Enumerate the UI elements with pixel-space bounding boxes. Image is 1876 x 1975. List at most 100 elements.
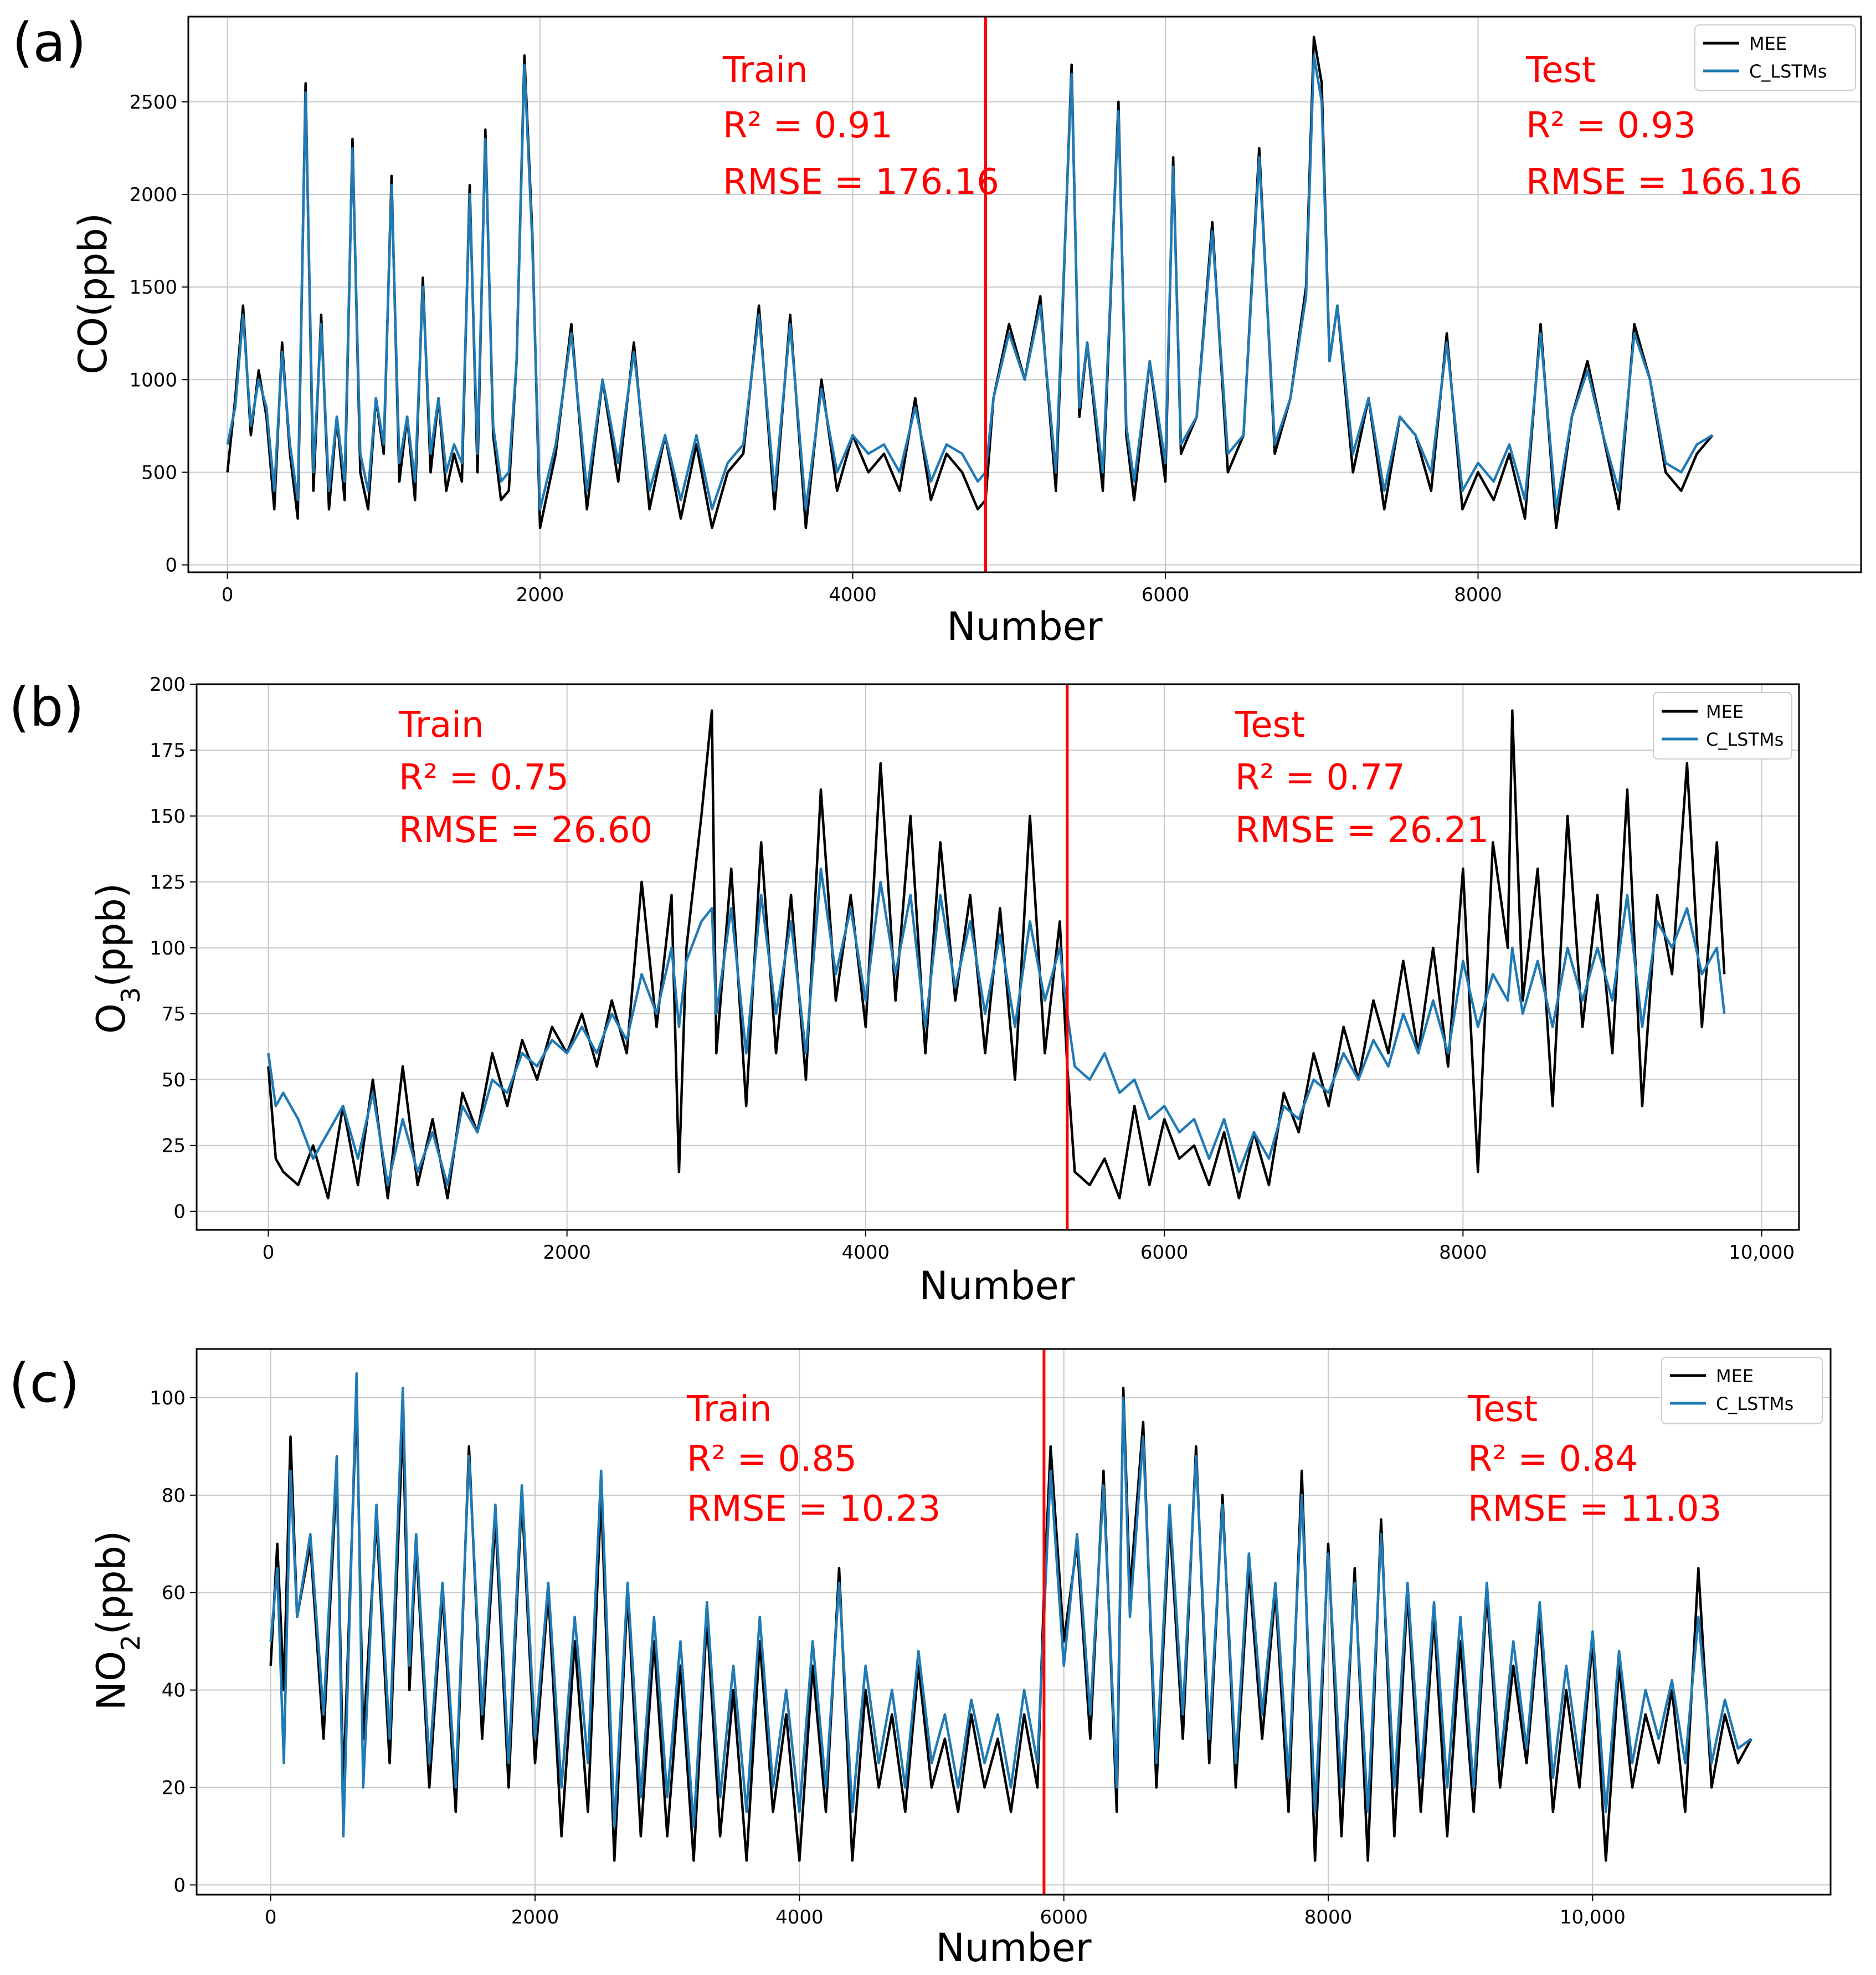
panel-a-legend: MEE C_LSTMs bbox=[1694, 24, 1856, 91]
panel-c-y-tick-label: 0 bbox=[173, 1874, 186, 1896]
panel-c-x-tick-label: 4000 bbox=[775, 1906, 824, 1928]
panel-c-y-tick-label: 40 bbox=[162, 1680, 186, 1702]
panel-c-y-ticks: 0 20 40 60 80 100 bbox=[150, 1387, 197, 1896]
panel-b-test-label: Test bbox=[1235, 705, 1305, 746]
panel-c-y-axis-label-sub: 2 bbox=[116, 1635, 146, 1651]
panel-c-train-label: Train bbox=[686, 1389, 772, 1430]
panel-b-x-tick-label: 6000 bbox=[1140, 1242, 1189, 1264]
panel-b-train-r2: R² = 0.75 bbox=[399, 757, 569, 798]
panel-b-train-rmse: RMSE = 26.60 bbox=[399, 810, 652, 851]
panel-a-train-label: Train bbox=[722, 50, 808, 91]
panel-c-legend: MEE C_LSTMs bbox=[1661, 1357, 1823, 1424]
panel-a-y-axis-label: CO(ppb) bbox=[70, 213, 116, 375]
panel-b-grid bbox=[197, 684, 1799, 1230]
panel-b-test-r2: R² = 0.77 bbox=[1235, 757, 1405, 798]
panel-a-y-tick-label: 2000 bbox=[129, 184, 177, 206]
panel-c-series-c-lstms-line bbox=[269, 1372, 1752, 1838]
panel-c-y-axis-label-main: NO bbox=[89, 1651, 134, 1710]
panel-b-y-axis-label-sub: 3 bbox=[116, 987, 146, 1003]
panel-c-legend-clstm-label: C_LSTMs bbox=[1716, 1393, 1793, 1414]
panel-b-y-tick-label: 100 bbox=[150, 937, 186, 960]
panel-b-y-tick-label: 50 bbox=[162, 1069, 186, 1091]
panel-a-legend-box bbox=[1694, 24, 1856, 91]
panel-c-test-rmse: RMSE = 11.03 bbox=[1468, 1489, 1721, 1530]
panel-c-y-tick-label: 100 bbox=[150, 1387, 186, 1409]
panel-a-y-tick-label: 1500 bbox=[129, 276, 177, 299]
panel-b-series bbox=[267, 709, 1726, 1200]
panel-a-x-ticks: 0 2000 4000 6000 8000 bbox=[222, 572, 1502, 606]
panel-a-legend-clstm-label: C_LSTMs bbox=[1749, 61, 1827, 82]
panel-a-series-c-lstms-line bbox=[226, 54, 1714, 511]
panel-c-test-r2: R² = 0.84 bbox=[1468, 1439, 1638, 1480]
panel-b-y-tick-label: 25 bbox=[162, 1135, 186, 1157]
panel-a-y-ticks: 0 500 1000 1500 2000 2500 bbox=[129, 91, 188, 577]
panel-c-series bbox=[269, 1372, 1752, 1862]
panel-b-plot-frame bbox=[196, 683, 1800, 1231]
panel-b-x-tick-label: 4000 bbox=[842, 1242, 890, 1264]
panel-a-test-rmse: RMSE = 166.16 bbox=[1526, 162, 1802, 203]
panel-c-x-ticks: 0 2000 4000 6000 8000 10,000 bbox=[265, 1895, 1626, 1928]
panel-c-y-tick-label: 80 bbox=[162, 1485, 186, 1507]
panel-b-x-tick-label: 10,000 bbox=[1729, 1242, 1795, 1264]
panel-a-legend-mee-label: MEE bbox=[1749, 33, 1787, 54]
panel-b-y-axis-label-main: O bbox=[89, 1003, 134, 1034]
panel-b-y-tick-label: 75 bbox=[162, 1003, 186, 1025]
panel-a-plot-frame bbox=[187, 16, 1862, 573]
panel-b-x-tick-label: 0 bbox=[263, 1242, 275, 1264]
panel-c-x-tick-label: 8000 bbox=[1304, 1906, 1353, 1928]
panel-a-y-tick-label: 2500 bbox=[129, 91, 177, 114]
panel-b-legend-box bbox=[1653, 692, 1792, 760]
panel-c-plot-frame bbox=[196, 1348, 1832, 1896]
panel-a-y-tick-label: 500 bbox=[141, 461, 177, 484]
panel-b-train-label: Train bbox=[398, 705, 484, 746]
panel-a-test-r2: R² = 0.93 bbox=[1526, 105, 1696, 146]
panel-c-y-axis-label-rest: (ppb) bbox=[89, 1531, 134, 1635]
panel-b-y-tick-label: 0 bbox=[173, 1201, 186, 1223]
panel-b-y-tick-label: 200 bbox=[150, 674, 186, 696]
panel-b-legend: MEE C_LSTMs bbox=[1653, 692, 1792, 760]
panel-a-test-label: Test bbox=[1525, 50, 1596, 91]
panel-c-legend-mee-label: MEE bbox=[1716, 1366, 1754, 1387]
panel-b-y-ticks: 0 25 50 75 100 125 150 175 200 bbox=[150, 674, 197, 1223]
panel-c-test-label: Test bbox=[1467, 1389, 1538, 1430]
panel-a-x-tick-label: 0 bbox=[222, 584, 234, 606]
panel-a-x-tick-label: 2000 bbox=[516, 584, 564, 606]
panel-a-x-tick-label: 4000 bbox=[829, 584, 877, 606]
panel-b-series-c-lstms-line bbox=[267, 867, 1726, 1187]
panel-b-test-rmse: RMSE = 26.21 bbox=[1235, 810, 1489, 851]
panel-c-y-axis-label: NO2(ppb) bbox=[89, 1531, 146, 1711]
panel-a-x-tick-label: 8000 bbox=[1454, 584, 1502, 606]
panel-c-train-rmse: RMSE = 10.23 bbox=[687, 1489, 940, 1530]
panel-c-legend-box bbox=[1661, 1357, 1823, 1424]
panel-b-legend-mee-label: MEE bbox=[1706, 701, 1744, 722]
panel-b-y-tick-label: 125 bbox=[150, 871, 186, 894]
panel-c-letter: (c) bbox=[9, 1352, 80, 1414]
panel-a-series bbox=[226, 35, 1714, 530]
panel-b: (b) 0 2000 4000 6000 8000 10,000 0 25 50 75 100 12… bbox=[9, 674, 1800, 1309]
panel-b-x-tick-label: 2000 bbox=[543, 1242, 591, 1264]
panel-c-x-tick-label: 2000 bbox=[511, 1906, 559, 1928]
panel-a-y-tick-label: 1000 bbox=[129, 369, 177, 391]
panel-a: (a) 0 2000 4000 6000 8000 0 500 1000 1500 2000 25… bbox=[12, 12, 1862, 649]
panel-c-y-tick-label: 20 bbox=[162, 1777, 186, 1799]
panel-b-legend-clstm-label: C_LSTMs bbox=[1706, 729, 1784, 750]
panel-a-x-tick-label: 6000 bbox=[1142, 584, 1190, 606]
panel-a-train-rmse: RMSE = 176.16 bbox=[723, 162, 999, 203]
panel-c: (c) 0 2000 4000 6000 8000 10,000 0 20 40 60 80 100… bbox=[9, 1348, 1832, 1971]
panel-a-y-tick-label: 0 bbox=[165, 555, 177, 577]
panel-a-letter: (a) bbox=[12, 12, 86, 74]
panel-a-x-axis-label: Number bbox=[947, 604, 1102, 649]
panel-b-x-ticks: 0 2000 4000 6000 8000 10,000 bbox=[263, 1230, 1795, 1264]
panel-b-letter: (b) bbox=[9, 676, 84, 738]
panel-b-y-tick-label: 175 bbox=[150, 740, 186, 762]
panel-b-x-axis-label: Number bbox=[919, 1263, 1075, 1309]
panel-a-train-r2: R² = 0.91 bbox=[723, 105, 893, 146]
panel-b-y-tick-label: 150 bbox=[150, 806, 186, 828]
panel-c-x-tick-label: 6000 bbox=[1040, 1906, 1088, 1928]
panel-c-x-axis-label: Number bbox=[936, 1925, 1091, 1971]
panel-c-x-tick-label: 10,000 bbox=[1560, 1906, 1626, 1928]
panel-c-y-tick-label: 60 bbox=[162, 1582, 186, 1604]
panel-b-x-tick-label: 8000 bbox=[1439, 1242, 1487, 1264]
